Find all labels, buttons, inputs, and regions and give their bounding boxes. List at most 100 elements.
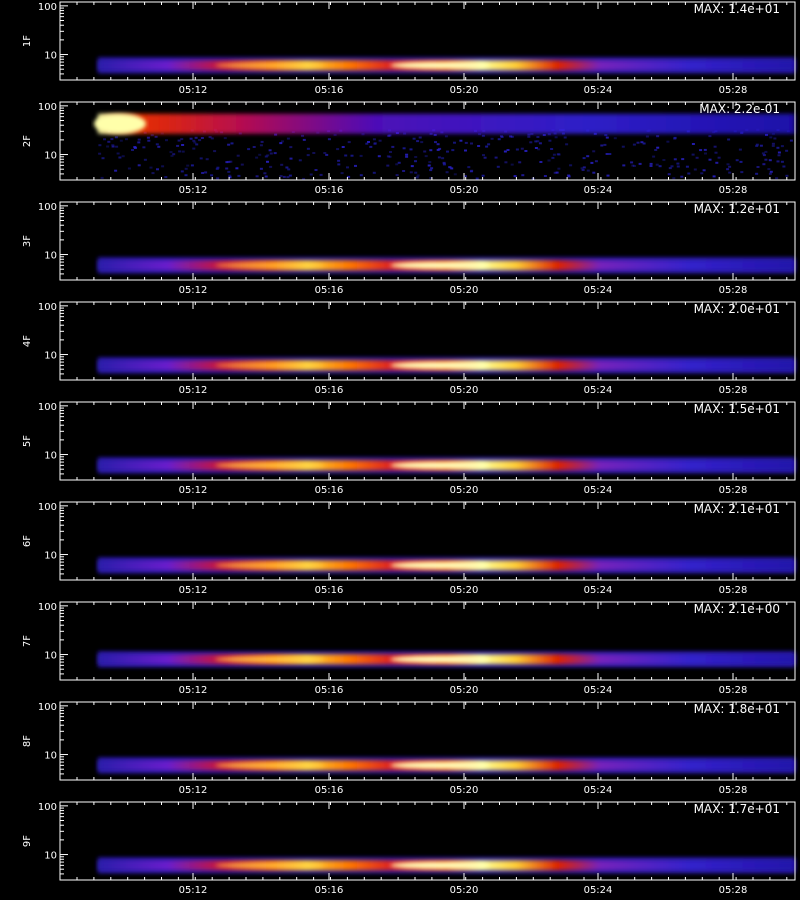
- x-tick-label: 05:12: [179, 285, 208, 296]
- panel-label: 6F: [22, 535, 33, 547]
- max-value-label: MAX: 2.1e+00: [694, 602, 780, 616]
- panel-8f: 05:12 05:16 05:20 05:24 05:28 10 100 8F MAX: 1.8…: [22, 701, 796, 796]
- x-tick-label: 05:28: [719, 785, 748, 796]
- panel-4f: 05:12 05:16 05:20 05:24 05:28 10 100 4F MAX: 2.0…: [22, 301, 796, 396]
- x-tick-label: 05:16: [315, 385, 344, 396]
- panel-7f: 05:12 05:16 05:20 05:24 05:28 10 100 7F MAX: 2.1…: [22, 601, 796, 696]
- panel-label: 7F: [22, 635, 33, 647]
- plot-frame: [59, 701, 796, 781]
- y-tick-label: 10: [44, 651, 57, 662]
- x-tick-label: 05:16: [315, 485, 344, 496]
- hot-core-1: [215, 762, 325, 769]
- y-tick-label: 10: [44, 551, 57, 562]
- plot-frame: [59, 301, 796, 381]
- hot-core-2: [390, 61, 490, 69]
- y-tick-label: 100: [38, 302, 57, 313]
- x-tick-label: 05:28: [719, 585, 748, 596]
- y-tick-label: 100: [38, 202, 57, 213]
- max-value-label: MAX: 1.4e+01: [694, 2, 780, 16]
- max-value-label: MAX: 2.0e+01: [694, 302, 780, 316]
- max-value-label: MAX: 1.8e+01: [694, 702, 780, 716]
- x-tick-label: 05:24: [584, 385, 613, 396]
- y-tick-label: 100: [38, 102, 57, 113]
- x-tick-label: 05:12: [179, 185, 208, 196]
- y-tick-label: 10: [44, 151, 57, 162]
- y-tick-label: 100: [38, 702, 57, 713]
- x-tick-label: 05:24: [584, 85, 613, 96]
- y-tick-label: 10: [44, 851, 57, 862]
- y-tick-label: 10: [44, 51, 57, 62]
- y-tick-label: 10: [44, 251, 57, 262]
- x-tick-label: 05:16: [315, 285, 344, 296]
- hot-core-2: [390, 861, 490, 869]
- signal-band: [98, 113, 795, 134]
- x-tick-label: 05:20: [450, 585, 479, 596]
- panel-3f: 05:12 05:16 05:20 05:24 05:28 10 100 3F MAX: 1.2…: [22, 201, 796, 296]
- hot-core-2: [390, 655, 490, 663]
- x-tick-label: 05:12: [179, 685, 208, 696]
- y-tick-label: 100: [38, 2, 57, 13]
- y-tick-label: 10: [44, 451, 57, 462]
- plot-frame: [59, 101, 796, 181]
- x-tick-label: 05:24: [584, 285, 613, 296]
- x-tick-label: 05:16: [315, 585, 344, 596]
- panel-label: 4F: [22, 335, 33, 347]
- max-value-label: MAX: 1.7e+01: [694, 802, 780, 816]
- max-value-label: MAX: 2.1e+01: [694, 502, 780, 516]
- hot-core-2: [390, 361, 490, 369]
- x-tick-label: 05:24: [584, 585, 613, 596]
- panel-2f: 05:12 05:16 05:20 05:24 05:28 10 100 2F MAX: 2.2…: [22, 101, 796, 196]
- panel-label: 8F: [22, 735, 33, 747]
- hot-core-1: [215, 62, 325, 69]
- hot-core-2: [390, 561, 490, 569]
- plot-frame: [59, 501, 796, 581]
- hot-core-1: [215, 562, 325, 569]
- x-tick-label: 05:28: [719, 485, 748, 496]
- panel-label: 1F: [22, 35, 33, 47]
- hot-core-2: [390, 261, 490, 269]
- x-tick-label: 05:28: [719, 185, 748, 196]
- x-tick-label: 05:20: [450, 385, 479, 396]
- x-tick-label: 05:12: [179, 385, 208, 396]
- x-tick-label: 05:20: [450, 185, 479, 196]
- y-tick-label: 100: [38, 802, 57, 813]
- plot-frame: [59, 201, 796, 281]
- max-value-label: MAX: 2.2e-01: [699, 102, 780, 116]
- hot-core-2: [390, 461, 490, 469]
- x-tick-label: 05:20: [450, 885, 479, 896]
- x-tick-label: 05:16: [315, 785, 344, 796]
- x-tick-label: 05:12: [179, 885, 208, 896]
- x-tick-label: 05:12: [179, 85, 208, 96]
- y-tick-label: 10: [44, 751, 57, 762]
- y-tick-label: 100: [38, 402, 57, 413]
- panel-label: 9F: [22, 835, 33, 847]
- hot-core-1: [215, 362, 325, 369]
- x-tick-label: 05:20: [450, 685, 479, 696]
- x-tick-label: 05:28: [719, 685, 748, 696]
- panel-label: 2F: [22, 135, 33, 147]
- x-tick-label: 05:12: [179, 485, 208, 496]
- plot-frame: [59, 801, 796, 881]
- panel-5f: 05:12 05:16 05:20 05:24 05:28 10 100 5F MAX: 1.5…: [22, 401, 796, 496]
- hot-core-1: [215, 462, 325, 469]
- x-tick-label: 05:12: [179, 785, 208, 796]
- x-tick-label: 05:28: [719, 385, 748, 396]
- panel-label: 5F: [22, 435, 33, 447]
- panel-9f: 05:12 05:16 05:20 05:24 05:28 10 100 9F MAX: 1.7…: [22, 801, 796, 896]
- plot-frame: [59, 401, 796, 481]
- hot-core-1: [215, 656, 325, 663]
- y-tick-label: 10: [44, 351, 57, 362]
- hot-core-1: [215, 262, 325, 269]
- x-tick-label: 05:16: [315, 885, 344, 896]
- x-tick-label: 05:20: [450, 285, 479, 296]
- x-tick-label: 05:24: [584, 785, 613, 796]
- x-tick-label: 05:24: [584, 685, 613, 696]
- x-tick-label: 05:28: [719, 885, 748, 896]
- x-tick-label: 05:12: [179, 585, 208, 596]
- x-tick-label: 05:24: [584, 485, 613, 496]
- x-tick-label: 05:16: [315, 85, 344, 96]
- x-tick-label: 05:20: [450, 85, 479, 96]
- panel-label: 3F: [22, 235, 33, 247]
- max-value-label: MAX: 1.5e+01: [694, 402, 780, 416]
